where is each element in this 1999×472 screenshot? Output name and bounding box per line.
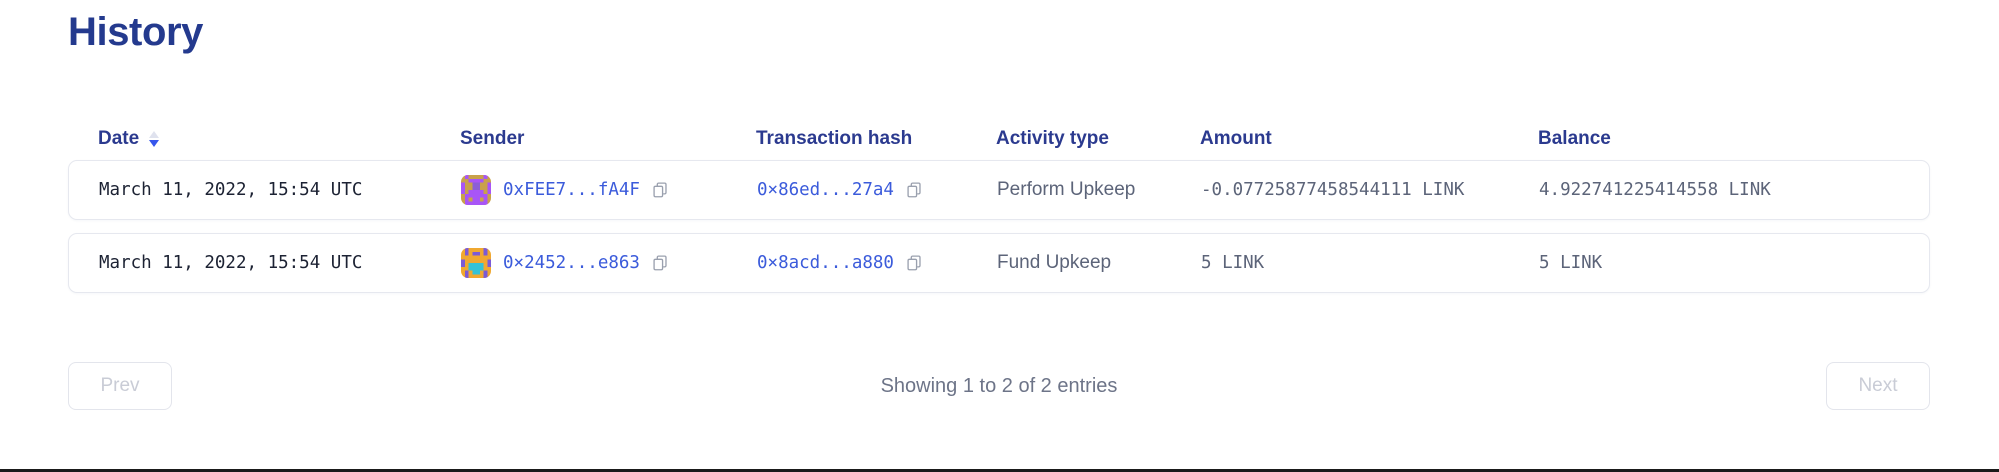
next-page-button[interactable]: Next [1825,362,1930,410]
prev-page-button[interactable]: Prev [68,362,172,410]
copy-icon[interactable] [905,254,924,273]
cell-sender: 0×2452...e863 [461,248,757,278]
sort-toggle-icon[interactable] [149,131,160,147]
page-title: History [68,10,204,54]
column-header-balance: Balance [1538,128,1611,149]
cell-activity-type: Perform Upkeep [997,179,1136,200]
column-header-transaction-hash: Transaction hash [756,128,913,149]
column-header-amount: Amount [1200,128,1272,149]
column-header-sender: Sender [460,128,525,149]
copy-icon[interactable] [905,181,924,200]
cell-transaction-hash: 0×8acd...a880 [757,253,997,273]
sender-address-link[interactable]: 0xFEE7...fA4F [503,180,640,200]
copy-icon[interactable] [651,254,670,273]
cell-sender: 0xFEE7...fA4F [461,175,757,205]
sort-ascending-icon [149,131,160,138]
table-row[interactable]: March 11, 2022, 15:54 UTC [68,160,1930,220]
transaction-hash-link[interactable]: 0×86ed...27a4 [757,180,894,200]
pagination-bar: Prev Showing 1 to 2 of 2 entries Next [68,362,1930,410]
cell-date: March 11, 2022, 15:54 UTC [99,180,363,200]
table-row[interactable]: March 11, 2022, 15:54 UTC [68,233,1930,293]
cell-balance: 4.922741225414558 LINK [1539,180,1771,200]
sort-descending-icon [149,140,160,147]
cell-transaction-hash: 0×86ed...27a4 [757,180,997,200]
column-header-date-label: Date [98,128,140,149]
transaction-hash-link[interactable]: 0×8acd...a880 [757,253,894,273]
history-table: Date Sender Transaction hash Activity ty… [68,118,1930,306]
sender-avatar-icon [461,175,491,205]
column-header-activity-type: Activity type [996,128,1109,149]
cell-amount: -0.07725877458544111 LINK [1201,180,1465,200]
copy-icon[interactable] [651,181,670,200]
pagination-status: Showing 1 to 2 of 2 entries [880,374,1118,397]
cell-activity-type: Fund Upkeep [997,252,1112,273]
cell-balance: 5 LINK [1539,253,1603,273]
table-header-row: Date Sender Transaction hash Activity ty… [68,118,1930,160]
cell-date: March 11, 2022, 15:54 UTC [99,253,363,273]
column-header-date[interactable]: Date [98,128,460,150]
sender-address-link[interactable]: 0×2452...e863 [503,253,640,273]
sender-avatar-icon [461,248,491,278]
cell-amount: 5 LINK [1201,253,1265,273]
